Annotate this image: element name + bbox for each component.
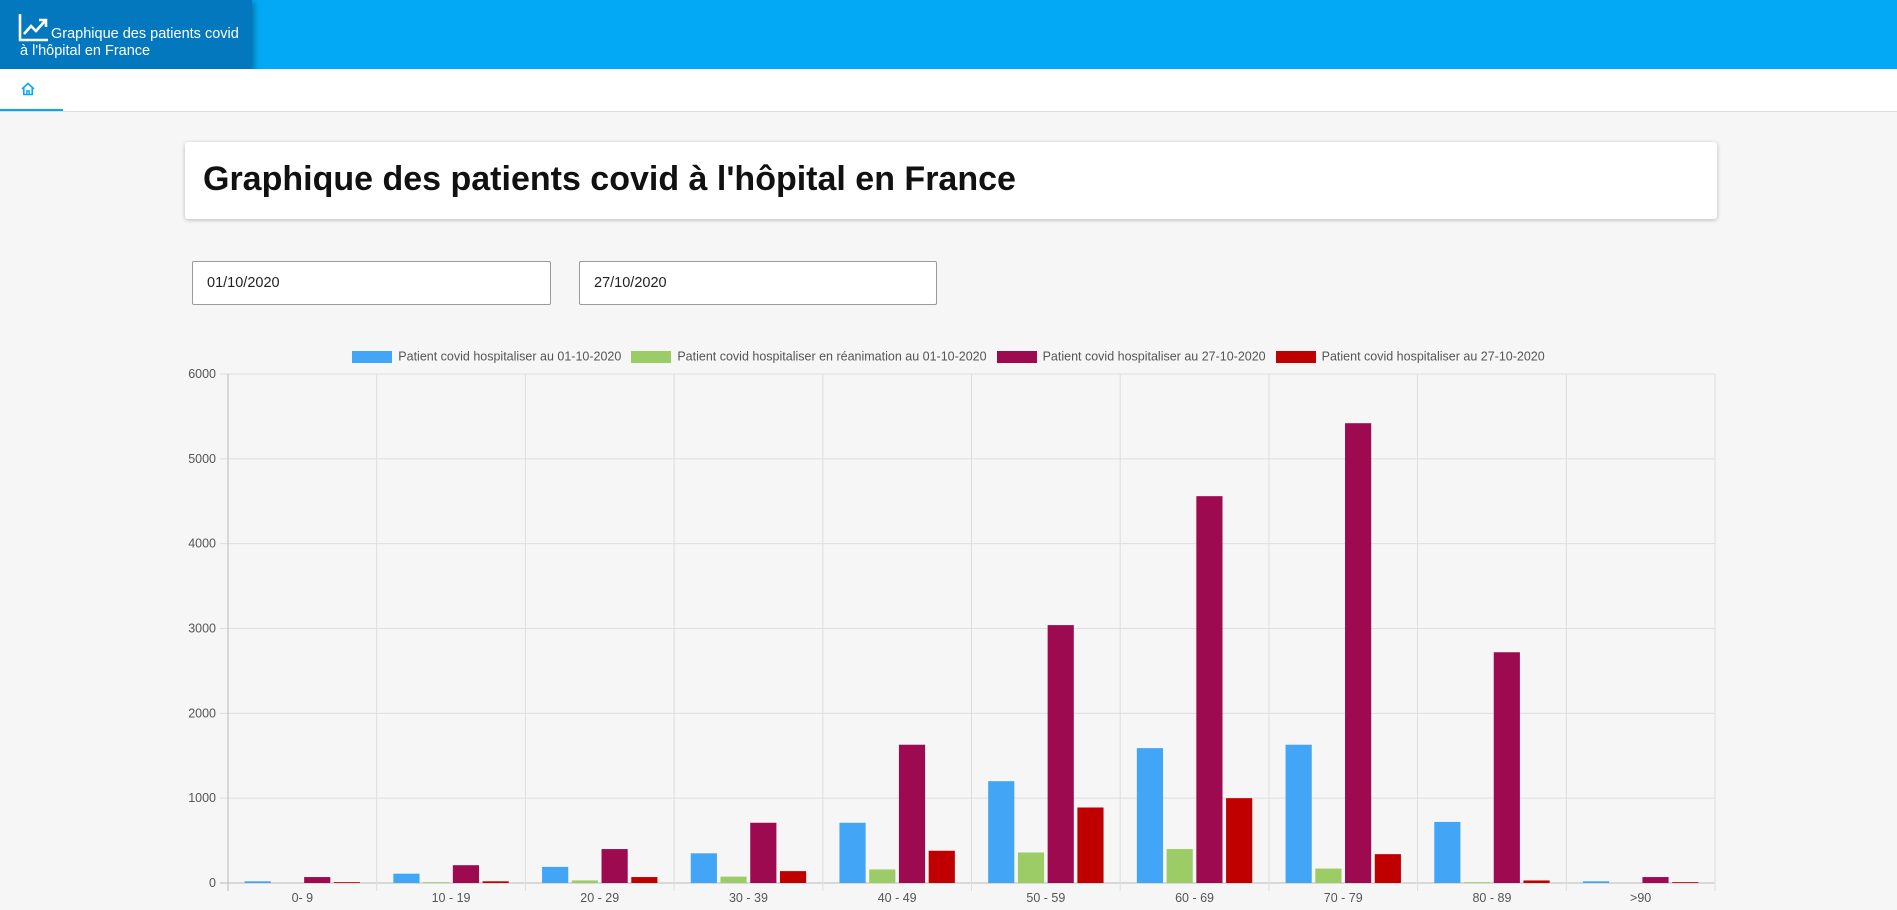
- legend-swatch: [631, 351, 672, 364]
- x-tick-label: >90: [1630, 891, 1651, 905]
- bar: [333, 882, 361, 883]
- bar: [690, 853, 717, 883]
- top-app-bar: [0, 0, 1897, 69]
- x-tick-label: 80 - 89: [1472, 891, 1511, 905]
- legend-swatch: [352, 351, 393, 364]
- legend-item[interactable]: Patient covid hospitaliser au 27-10-2020: [996, 349, 1266, 365]
- y-tick-label: 3000: [188, 622, 216, 636]
- bar: [898, 744, 926, 883]
- bar: [869, 869, 896, 883]
- bar: [1642, 877, 1669, 883]
- x-tick-label: 10 - 19: [432, 891, 471, 905]
- legend-item[interactable]: Patient covid hospitaliser au 01-10-2020: [352, 349, 621, 364]
- legend-label: Patient covid hospitaliser en réanimatio…: [677, 350, 987, 365]
- y-tick-label: 6000: [188, 367, 216, 381]
- bar: [779, 871, 807, 883]
- legend-swatch: [1275, 351, 1316, 364]
- bar: [1434, 821, 1461, 883]
- legend-label: Patient covid hospitaliser au 27-10-2020: [1321, 350, 1545, 365]
- x-tick-label: 70 - 79: [1324, 891, 1363, 905]
- chart-legend: Patient covid hospitaliser au 01-10-2020…: [0, 349, 1897, 367]
- legend-label: Patient covid hospitaliser au 01-10-2020: [398, 350, 622, 365]
- bar: [1493, 652, 1520, 883]
- bar: [1582, 881, 1610, 883]
- bar: [542, 866, 569, 883]
- y-tick-label: 4000: [188, 537, 216, 551]
- bar: [1374, 854, 1401, 883]
- x-tick-label: 60 - 69: [1175, 891, 1214, 905]
- bar: [928, 850, 955, 883]
- legend-item[interactable]: Patient covid hospitaliser en réanimatio…: [631, 349, 987, 365]
- bar: [1315, 868, 1342, 883]
- bar: [1047, 625, 1074, 883]
- bar: [631, 877, 658, 883]
- x-tick-label: 0- 9: [292, 891, 314, 905]
- bar: [1226, 798, 1253, 883]
- end-date-input[interactable]: [579, 261, 937, 305]
- legend-item[interactable]: Patient covid hospitaliser au 27-10-2020: [1275, 349, 1545, 365]
- bar: [571, 880, 598, 883]
- bar: [1523, 880, 1550, 883]
- home-icon: [21, 82, 35, 96]
- bar: [423, 882, 450, 883]
- bar: [452, 865, 480, 883]
- y-tick-label: 5000: [188, 452, 216, 466]
- x-tick-label: 40 - 49: [878, 891, 917, 905]
- x-tick-label: 20 - 29: [580, 891, 619, 905]
- bar: [1136, 748, 1164, 883]
- page-title: Graphique des patients covid à l'hôpital…: [203, 160, 1016, 198]
- x-tick-label: 50 - 59: [1026, 891, 1065, 905]
- trending-up-icon: [18, 14, 48, 42]
- brand-block[interactable]: Graphique des patients covid à l'hôpital…: [0, 0, 252, 69]
- y-tick-label: 1000: [188, 791, 216, 805]
- bar: [601, 849, 628, 883]
- nav-bar: [0, 69, 1897, 112]
- title-card: Graphique des patients covid à l'hôpital…: [185, 142, 1717, 219]
- bar: [1166, 849, 1193, 883]
- bar: [1672, 882, 1699, 883]
- bar: [482, 881, 509, 883]
- bar: [1077, 807, 1104, 883]
- bar: [1345, 423, 1372, 883]
- bar: [1017, 852, 1045, 883]
- bar: [393, 873, 420, 883]
- bar: [839, 822, 866, 883]
- bar: [1463, 882, 1491, 883]
- bar: [244, 881, 271, 883]
- legend-swatch: [996, 351, 1037, 364]
- x-tick-label: 30 - 39: [729, 891, 768, 905]
- tab-home[interactable]: [0, 69, 63, 111]
- legend-label: Patient covid hospitaliser au 27-10-2020: [1042, 350, 1266, 365]
- y-tick-label: 2000: [188, 706, 216, 720]
- y-tick-label: 0: [209, 876, 216, 890]
- bar: [1285, 744, 1312, 883]
- bar: [1196, 496, 1223, 883]
- bar: [988, 781, 1015, 883]
- bar: [750, 822, 777, 883]
- bar: [720, 876, 747, 883]
- brand-title: Graphique des patients covid à l'hôpital…: [20, 26, 239, 59]
- start-date-input[interactable]: [192, 261, 551, 305]
- bar: [304, 877, 331, 883]
